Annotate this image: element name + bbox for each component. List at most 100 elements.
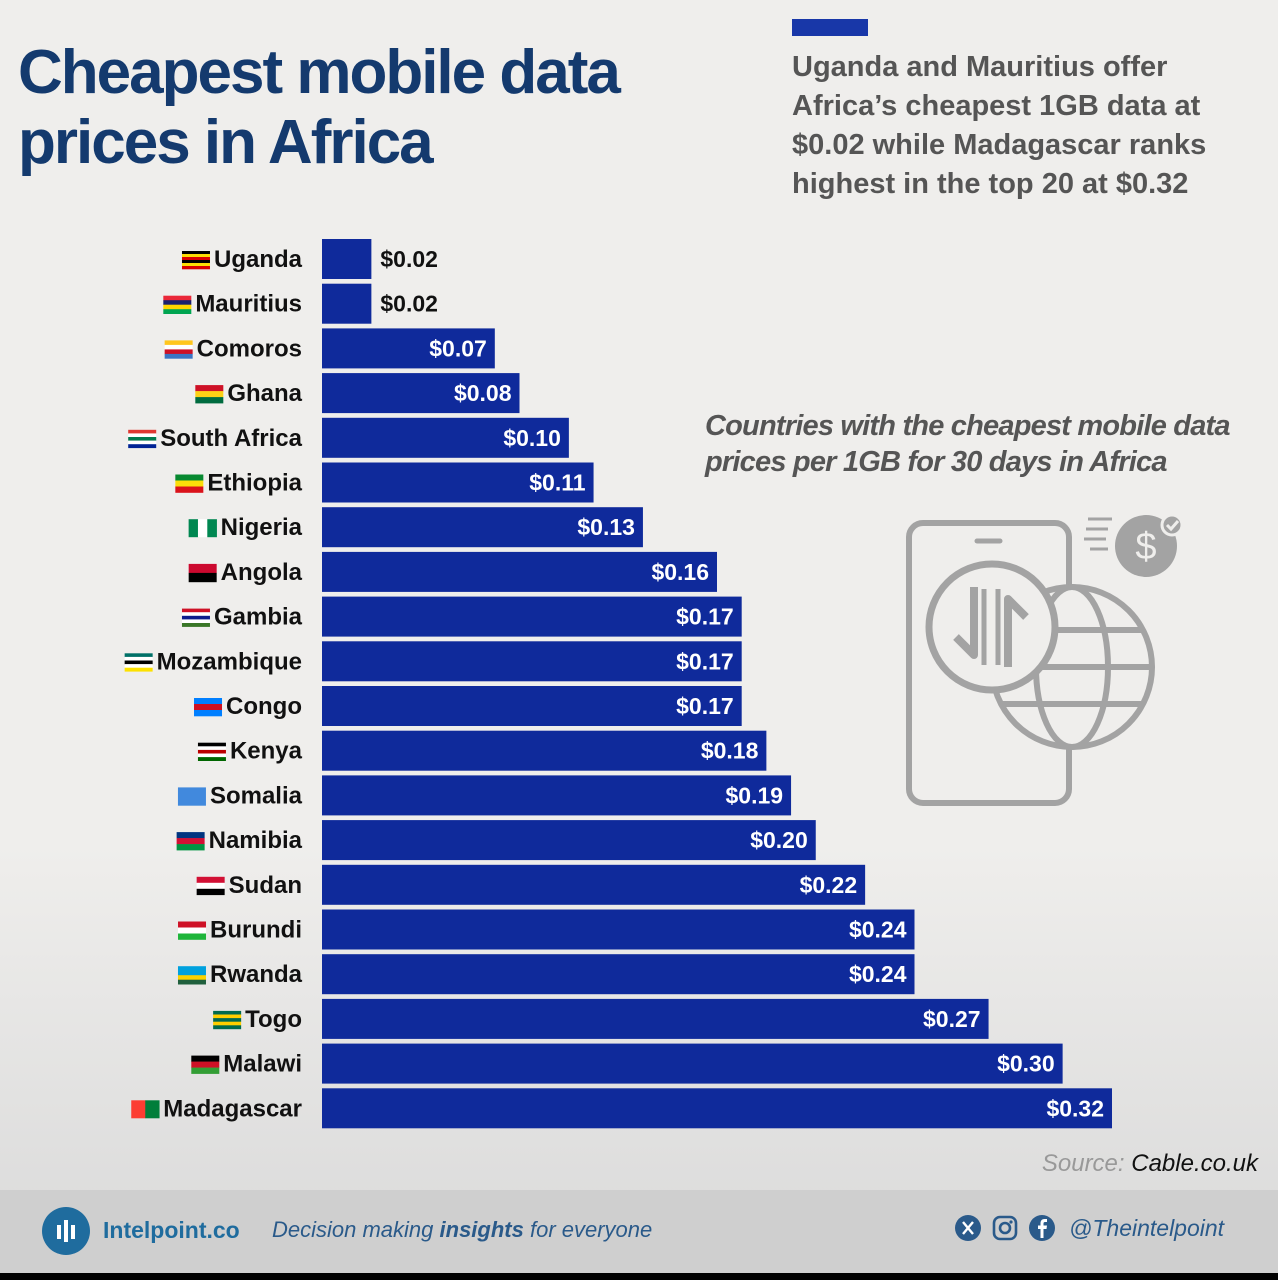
- mobile-data-icon: $: [906, 513, 1184, 806]
- category-label-gambia: Gambia: [214, 604, 303, 631]
- source-label: Source:: [1041, 1150, 1125, 1177]
- category-label-burundi: Burundi: [210, 917, 302, 944]
- value-label-south-africa: $0.10: [503, 425, 561, 451]
- flag-ghana-icon: [195, 385, 224, 404]
- bar-row-namibia: $0.20 Namibia: [209, 820, 816, 861]
- bar-angola: [322, 551, 717, 592]
- tagline-bold: insights: [439, 1217, 524, 1242]
- flag-mozambique-icon: [124, 653, 153, 672]
- value-label-uganda: $0.02: [380, 246, 438, 272]
- social-handle[interactable]: @Theintelpoint: [1069, 1214, 1225, 1241]
- bar-row-rwanda: $0.24 Rwanda: [210, 954, 915, 995]
- category-label-ghana: Ghana: [227, 380, 302, 407]
- category-label-mauritius: Mauritius: [195, 291, 302, 318]
- bar-chart: $0.02Uganda$0.02Mauritius$0.07Comoros$0.…: [124, 239, 1112, 1129]
- bar-row-uganda: $0.02 Uganda: [214, 239, 438, 279]
- source-note: Source: Cable.co.uk: [1042, 1150, 1258, 1178]
- category-label-sudan: Sudan: [229, 872, 302, 899]
- value-label-madagascar: $0.32: [1046, 1095, 1104, 1121]
- bar-burundi: [322, 909, 915, 950]
- flag-comoros-icon: [164, 340, 193, 359]
- value-label-burundi: $0.24: [849, 917, 907, 943]
- title-line-1: Cheapest mobile data: [18, 38, 621, 107]
- tagline: Decision making insights for everyone: [272, 1217, 652, 1243]
- flag-gambia-icon: [181, 608, 210, 627]
- footer: Intelpoint.co Decision making insights f…: [0, 1190, 1278, 1274]
- bar-row-madagascar: $0.32 Madagascar: [163, 1088, 1112, 1129]
- flag-ethiopia-icon: [175, 474, 204, 493]
- value-label-namibia: $0.20: [750, 827, 808, 853]
- bar-row-mauritius: $0.02 Mauritius: [195, 283, 438, 324]
- category-label-namibia: Namibia: [209, 827, 303, 854]
- category-label-mozambique: Mozambique: [157, 648, 302, 675]
- bar-malawi: [322, 1043, 1063, 1084]
- category-label-togo: Togo: [245, 1006, 302, 1033]
- bar-row-angola: $0.16 Angola: [221, 551, 717, 592]
- category-label-rwanda: Rwanda: [210, 961, 303, 988]
- flag-namibia-icon: [176, 832, 205, 851]
- summary-text: Uganda and Mauritius offer Africa’s chea…: [792, 51, 1207, 200]
- flag-somalia-icon: [177, 787, 206, 806]
- bar-row-comoros: $0.07 Comoros: [197, 328, 495, 369]
- bar-row-ghana: $0.08 Ghana: [227, 373, 520, 414]
- category-label-south-africa: South Africa: [160, 425, 302, 452]
- title-line-2: prices in Africa: [18, 108, 434, 177]
- bar-sudan: [322, 864, 866, 905]
- source-name: Cable.co.uk: [1131, 1150, 1258, 1177]
- tagline-pre: Decision making: [272, 1217, 440, 1242]
- bar-row-somalia: $0.19 Somalia: [210, 775, 792, 816]
- flag-uganda-icon: [181, 251, 210, 270]
- bar-ethiopia: [322, 462, 594, 503]
- social-links: @Theintelpoint: [954, 1213, 1224, 1243]
- intelpoint-logo-icon: [42, 1207, 90, 1255]
- flag-burundi-icon: [178, 921, 207, 940]
- flag-angola-icon: [188, 563, 217, 583]
- category-label-congo: Congo: [226, 693, 302, 720]
- svg-text:$: $: [1135, 526, 1156, 568]
- bar-gambia: [322, 596, 742, 637]
- bar-row-mozambique: $0.17 Mozambique: [157, 641, 742, 682]
- bar-south-africa: [322, 417, 569, 458]
- bar-rwanda: [322, 954, 915, 995]
- value-label-somalia: $0.19: [726, 782, 784, 808]
- bar-madagascar: [322, 1088, 1112, 1129]
- flag-togo-icon: [213, 1010, 242, 1030]
- bar-nigeria: [322, 507, 643, 548]
- category-label-uganda: Uganda: [214, 246, 303, 273]
- bar-comoros: [322, 328, 495, 369]
- flag-south-africa-icon: [128, 429, 157, 449]
- value-label-gambia: $0.17: [676, 604, 734, 630]
- value-label-mauritius: $0.02: [380, 291, 438, 317]
- bar-uganda: [322, 239, 372, 279]
- value-label-kenya: $0.18: [701, 738, 759, 764]
- flag-kenya-icon: [197, 742, 226, 761]
- bottom-strip: [0, 1273, 1278, 1280]
- bar-row-kenya: $0.18 Kenya: [230, 730, 767, 771]
- x-twitter-icon[interactable]: [954, 1214, 982, 1242]
- category-label-kenya: Kenya: [230, 738, 303, 765]
- category-label-madagascar: Madagascar: [163, 1095, 302, 1122]
- value-label-malawi: $0.30: [997, 1051, 1055, 1077]
- instagram-icon[interactable]: [991, 1214, 1019, 1242]
- facebook-icon[interactable]: [1028, 1214, 1056, 1242]
- chart-title: Cheapest mobile data prices in Africa: [18, 38, 718, 178]
- bar-mauritius: [322, 283, 372, 324]
- value-label-rwanda: $0.24: [849, 961, 907, 987]
- bar-row-malawi: $0.30 Malawi: [223, 1043, 1063, 1084]
- bar-row-gambia: $0.17 Gambia: [214, 596, 742, 637]
- flag-malawi-icon: [191, 1055, 220, 1074]
- tagline-post: for everyone: [523, 1217, 653, 1242]
- bar-namibia: [322, 820, 816, 861]
- flag-nigeria-icon: [188, 519, 217, 538]
- bar-row-south-africa: $0.10 South Africa: [160, 417, 569, 458]
- value-label-mozambique: $0.17: [676, 648, 734, 674]
- bar-row-sudan: $0.22 Sudan: [229, 864, 866, 905]
- value-label-nigeria: $0.13: [577, 514, 635, 540]
- value-label-comoros: $0.07: [429, 335, 487, 361]
- value-label-togo: $0.27: [923, 1006, 981, 1032]
- bar-row-ethiopia: $0.11 Ethiopia: [207, 462, 594, 503]
- bar-somalia: [322, 775, 792, 816]
- category-label-angola: Angola: [221, 559, 303, 586]
- brand-link[interactable]: Intelpoint.co: [103, 1217, 240, 1243]
- value-label-sudan: $0.22: [800, 872, 858, 898]
